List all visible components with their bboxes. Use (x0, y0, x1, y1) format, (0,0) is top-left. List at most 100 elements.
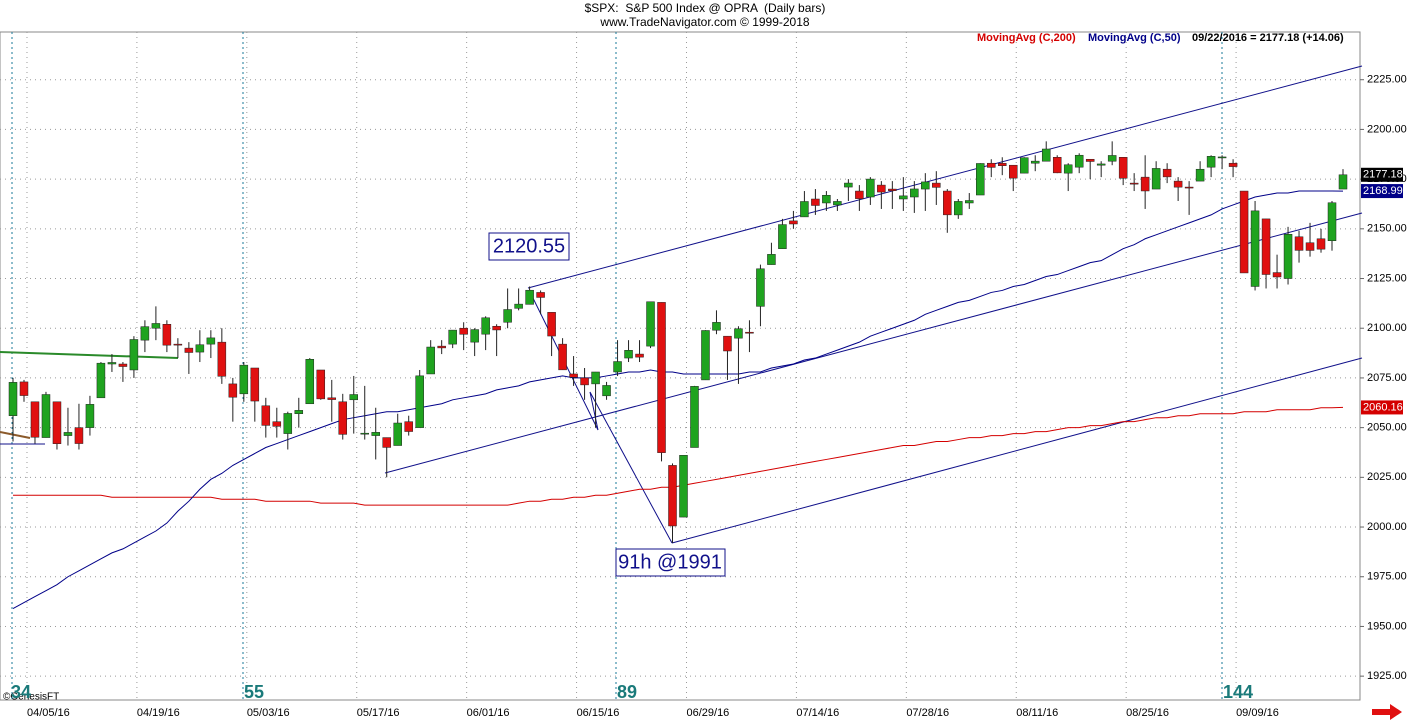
y-tick-label: 1950.00 (1367, 620, 1407, 632)
cycle-label: 89 (617, 682, 637, 702)
candle-body (151, 323, 161, 329)
candle-body (437, 345, 446, 349)
candle-body (1085, 158, 1095, 162)
candle-body (690, 386, 699, 448)
annotation-box (488, 232, 570, 261)
cycle-label: 144 (1223, 682, 1253, 702)
candle-body (85, 404, 95, 428)
annotation: 2120.55 (493, 235, 565, 257)
x-tick-label: 04/19/16 (137, 707, 180, 719)
candle-body (1316, 238, 1326, 250)
candle-body (371, 432, 380, 436)
last-value-box (1361, 400, 1403, 415)
candle-body (1228, 162, 1238, 167)
moving-average (13, 406, 1344, 506)
candle-body (129, 339, 139, 371)
candle-body (283, 413, 293, 434)
candle-body (668, 465, 677, 527)
x-tick-label: 06/01/16 (467, 707, 510, 719)
candle-body (1162, 168, 1172, 178)
candle-body (921, 181, 930, 190)
candle-body (294, 410, 304, 414)
candle-body (789, 220, 798, 225)
annotation: 91h @1991 (618, 551, 722, 573)
candle-body (1305, 242, 1315, 251)
candle-body (1283, 234, 1293, 279)
y-tick-label: 2200.00 (1367, 123, 1407, 135)
cycle-label: 34 (11, 682, 31, 702)
candle-body (1041, 148, 1051, 162)
candle-body (745, 331, 754, 334)
cycle-labels: 34 55 89 144 (11, 682, 1253, 702)
annotation-box (615, 548, 726, 577)
candle-body (96, 362, 106, 399)
candle-body (404, 421, 413, 432)
candle-body (1272, 272, 1282, 278)
candle-body (173, 343, 183, 346)
candle-body (591, 371, 600, 385)
trendline (0, 431, 31, 439)
y-tick-label: 1925.00 (1367, 670, 1407, 682)
candle-body (1195, 168, 1205, 182)
last-value-box (1361, 167, 1403, 182)
candle-body (1338, 174, 1348, 190)
x-tick-label: 04/05/16 (27, 707, 70, 719)
candle-body (206, 337, 216, 345)
candle-body (723, 335, 732, 352)
candle-body (338, 401, 348, 435)
candle-body (800, 201, 809, 218)
candle-body (756, 268, 765, 307)
data (8, 141, 1348, 609)
candle-body (844, 182, 853, 188)
x-tick-label: 06/29/16 (686, 707, 729, 719)
candle-body (415, 375, 424, 428)
x-tick-label: 07/14/16 (796, 707, 839, 719)
candle-body (1173, 180, 1183, 188)
candle-body (261, 405, 271, 426)
candle-body (349, 394, 358, 401)
trendline (671, 357, 1363, 544)
candle-body (19, 381, 29, 396)
candle-body (239, 364, 249, 395)
legend-entry: MovingAvg (C,200) (977, 32, 1076, 44)
candle-body (217, 341, 227, 377)
candle-body (811, 198, 820, 206)
candle-body (448, 329, 457, 345)
candle-body (162, 324, 172, 346)
plot-area (0, 31, 1361, 701)
candle-body (8, 382, 18, 416)
candle-body (1250, 210, 1260, 287)
candle-body (1074, 154, 1084, 168)
y-tick-label: 2100.00 (1367, 322, 1407, 334)
x-tick-label: 08/11/16 (1016, 707, 1058, 719)
candle-body (327, 397, 337, 400)
candle-body (657, 302, 666, 453)
cycle-lines (11, 32, 1223, 700)
candle-body (41, 394, 51, 438)
candle-body (558, 343, 567, 371)
legend-entry: MovingAvg (C,50) (1088, 32, 1181, 44)
candle-body (734, 328, 743, 339)
scroll-arrow[interactable] (1372, 704, 1402, 720)
moving-average (12, 190, 1344, 609)
candle-body (459, 327, 468, 335)
candle-body (305, 359, 315, 405)
y-tick-label: 2050.00 (1367, 422, 1407, 434)
last-value-box (1361, 184, 1403, 199)
candle-body (778, 224, 787, 249)
candle-body (855, 190, 864, 199)
trendline (384, 212, 1363, 474)
y-tick-label: 2075.00 (1367, 372, 1407, 384)
candle-body (118, 363, 128, 367)
candle-body (184, 347, 194, 353)
candle-body (250, 367, 260, 402)
candle-body (1118, 157, 1128, 179)
y-tick-label: 2125.00 (1367, 272, 1407, 284)
candle-body (1107, 155, 1117, 162)
candle-body (954, 201, 963, 216)
candle-body (316, 369, 326, 400)
candle-body (393, 422, 402, 446)
candle-body (910, 188, 919, 198)
y-tick-label: 2000.00 (1367, 521, 1407, 533)
